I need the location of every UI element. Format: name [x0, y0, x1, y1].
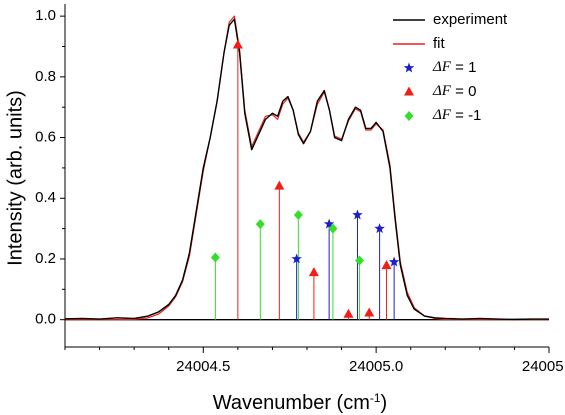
- x-axis-label-close: ): [381, 392, 388, 414]
- legend-triangle-icon: [404, 86, 414, 96]
- star-marker: [291, 253, 302, 264]
- x-tick-label: 24005.0: [349, 358, 403, 375]
- axes: 0.0 0.2 0.4 0.6 0.8 1.0 24004.5 24005.0 24005.5: [35, 4, 565, 375]
- triangle-marker: [381, 260, 392, 270]
- x-tick-label: 24005.5: [522, 358, 565, 375]
- y-tick-label: 0.2: [35, 250, 56, 267]
- legend-label-value: = 1: [451, 59, 476, 76]
- legend-label-value: = -1: [451, 107, 481, 124]
- triangle-marker: [364, 307, 375, 317]
- triangle-marker: [343, 308, 354, 318]
- y-tick-label: 0.8: [35, 68, 56, 85]
- legend-star-icon: [403, 62, 415, 73]
- diamond-marker: [210, 252, 220, 263]
- diamond-marker: [355, 255, 365, 266]
- x-axis-label-superscript: -1: [370, 391, 381, 405]
- stick-spectrum: [214, 44, 395, 320]
- legend-label-symbol: ΔF: [432, 107, 452, 123]
- star-marker: [352, 209, 363, 220]
- x-axis-label: Wavenumber (cm-1): [213, 391, 387, 414]
- x-tick-label: 24004.5: [176, 358, 230, 375]
- legend-label-value: = 0: [451, 83, 476, 100]
- legend-label: fit: [433, 35, 446, 52]
- legend-label: ΔF = 0: [432, 83, 476, 100]
- y-tick-label: 0.0: [35, 311, 56, 328]
- diamond-marker: [255, 219, 265, 230]
- x-axis-label-main: Wavenumber (cm: [213, 392, 370, 414]
- y-axis-label: Intensity (arb. units): [4, 90, 26, 266]
- stick-markers: [210, 39, 400, 318]
- legend-label-symbol: ΔF: [432, 59, 452, 75]
- triangle-marker: [232, 39, 243, 49]
- spectrum-lines: [64, 15, 549, 321]
- y-tick-label: 0.4: [35, 189, 56, 206]
- diamond-marker: [293, 209, 303, 220]
- legend-label-symbol: ΔF: [432, 83, 452, 99]
- experiment-line: [64, 18, 549, 321]
- y-tick-label: 1.0: [35, 7, 56, 24]
- triangle-marker: [308, 267, 319, 277]
- star-marker: [374, 223, 385, 234]
- legend-diamond-icon: [404, 111, 414, 121]
- triangle-marker: [274, 180, 285, 190]
- legend-label: experiment: [433, 11, 508, 28]
- star-marker: [388, 256, 400, 267]
- diamond-marker: [328, 223, 338, 234]
- legend-label: ΔF = -1: [432, 107, 481, 124]
- star-marker: [323, 218, 335, 229]
- legend-label: ΔF = 1: [432, 59, 476, 76]
- y-tick-label: 0.6: [35, 129, 56, 146]
